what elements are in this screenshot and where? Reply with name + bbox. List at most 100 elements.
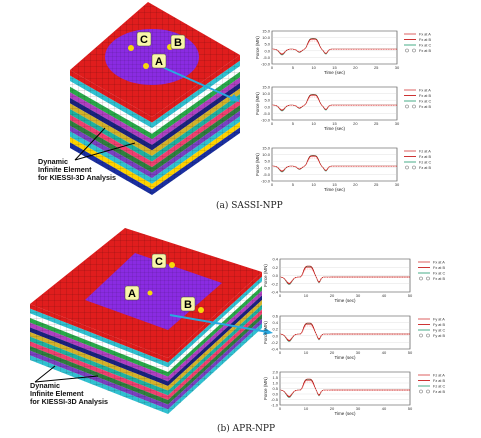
y-tick-label: -0.4 — [271, 347, 279, 352]
x-tick-label: 20 — [330, 293, 335, 298]
legend-marker — [412, 104, 416, 109]
x-tick-label: 50 — [408, 406, 413, 411]
x-tick-label: 50 — [408, 350, 413, 355]
x-tick-label: 30 — [395, 121, 400, 126]
y-tick-label: 0.6 — [272, 314, 278, 319]
infinite-element-label-top: Dynamic Infinite Element for KIESSI-3D A… — [38, 157, 116, 183]
x-tick-label: 0 — [271, 182, 274, 187]
legend-label: Fy at C — [433, 328, 445, 332]
y-tick-label: 15.0 — [262, 146, 271, 151]
x-tick-label: 25 — [374, 65, 379, 70]
soil-layers-left — [70, 70, 152, 195]
series-b-dashed-line — [280, 325, 410, 341]
point-b-marker — [198, 307, 204, 313]
x-tick-label: 30 — [356, 350, 361, 355]
y-tick-label: -10.0 — [261, 179, 271, 184]
legend-label: Fx at C — [419, 99, 431, 103]
legend-marker — [419, 276, 423, 281]
series-b-dashed-line — [272, 157, 397, 171]
legend-label: Fx at B — [419, 49, 431, 53]
legend-label: Fz at C — [433, 384, 445, 388]
y-tick-label: 10.0 — [262, 35, 271, 40]
legend-label: Fz at A — [419, 149, 431, 153]
y-tick-label: 0.0 — [264, 104, 270, 109]
infinite-element-label-bottom: Dynamic Infinite Element for KIESSI-3D A… — [30, 381, 109, 407]
x-tick-label: 20 — [330, 350, 335, 355]
fe-model-apr-npp — [30, 228, 273, 414]
x-tick-label: 0 — [271, 121, 274, 126]
legend-marker — [405, 104, 409, 109]
x-tick-label: 40 — [382, 293, 387, 298]
soil-layers-left — [30, 304, 168, 414]
y-tick-label: 0.0 — [272, 392, 278, 397]
x-tick-label: 20 — [353, 121, 358, 126]
chart-legend: Fx at AFx at BFx at CFx at B — [404, 88, 431, 109]
legend-label: Fx at B — [433, 266, 445, 270]
x-tick-label: 40 — [382, 406, 387, 411]
x-tick-label: 0 — [279, 293, 282, 298]
x-tick-label: 20 — [353, 65, 358, 70]
y-tick-label: 0.2 — [272, 327, 278, 332]
series-b-dashed-line — [280, 268, 410, 284]
y-tick-label: -5.0 — [263, 111, 271, 116]
legend-label: Fx at B — [433, 277, 445, 281]
y-tick-label: 1.5 — [272, 375, 278, 380]
y-axis-label: Force (MN) — [263, 264, 268, 287]
x-tick-label: 5 — [292, 121, 295, 126]
plot-area — [279, 315, 411, 350]
point-c-marker — [128, 45, 134, 51]
x-tick-label: 5 — [292, 182, 295, 187]
legend-label: Fx at A — [419, 88, 431, 92]
legend-marker — [405, 165, 409, 170]
soil-layers-right — [152, 55, 240, 195]
y-tick-label: -10.0 — [261, 118, 271, 123]
legend-label: Fx at A — [433, 260, 445, 264]
point-labels: C B A C A B — [124, 31, 196, 312]
series-b-dashed-line — [272, 40, 397, 54]
y-tick-label: 5.0 — [264, 159, 270, 164]
legend-label: Fx at A — [419, 32, 431, 36]
y-tick-label: -5.0 — [263, 172, 271, 177]
x-axis-label: Time (sec) — [334, 355, 356, 360]
legend-marker — [419, 333, 423, 338]
point-a-label: A — [128, 288, 136, 300]
y-tick-label: 0.0 — [272, 273, 278, 278]
fe-label-line-2: Infinite Element — [30, 389, 84, 399]
x-tick-label: 25 — [374, 182, 379, 187]
callout-arrow-bottom — [169, 314, 269, 333]
legend-label: Fx at C — [433, 271, 445, 275]
x-tick-label: 0 — [271, 65, 274, 70]
y-axis-label: Force (MN) — [255, 153, 260, 176]
fe-label-line-2: Infinite Element — [38, 165, 92, 175]
caption-sassi-npp: (a) SASSI-NPP — [216, 201, 283, 211]
x-axis-label: Time (sec) — [334, 298, 356, 303]
point-c-marker — [169, 262, 175, 268]
fe-label-line-3: for KIESSI-3D Analysis — [30, 397, 109, 407]
plot-area — [271, 30, 398, 65]
x-tick-label: 10 — [304, 350, 309, 355]
legend-label: Fz at B — [419, 166, 431, 170]
legend-label: Fy at A — [433, 317, 445, 321]
y-tick-label: 5.0 — [264, 98, 270, 103]
legend-label: Fx at B — [419, 94, 431, 98]
fe-model-sassi-npp — [70, 2, 240, 195]
point-c-label: C — [155, 256, 163, 268]
x-tick-label: 5 — [292, 65, 295, 70]
y-tick-label: 0.0 — [264, 165, 270, 170]
y-tick-label: 0.2 — [272, 265, 278, 270]
x-tick-label: 30 — [356, 406, 361, 411]
chart-bottom-3: 2.01.51.00.50.0-0.5-1.00 10 20 30 40 50 Time (… — [263, 370, 445, 417]
y-tick-label: 15.0 — [262, 29, 271, 34]
legend-label: Fx at C — [419, 43, 431, 47]
legend-marker — [426, 276, 430, 281]
y-tick-label: 15.0 — [262, 85, 271, 90]
x-tick-label: 15 — [332, 182, 337, 187]
legend-label: Fz at B — [419, 155, 431, 159]
x-tick-label: 30 — [395, 65, 400, 70]
x-tick-label: 50 — [408, 293, 413, 298]
point-c-label: C — [140, 34, 148, 46]
chart-top-3: 15.010.0 5.00.0 -5.0 -10.00 5 10 15 20 25 30 Time … — [255, 146, 431, 193]
chart-legend: Fx at AFx at BFx at CFx at B — [404, 32, 431, 53]
y-tick-label: -0.2 — [271, 281, 279, 286]
